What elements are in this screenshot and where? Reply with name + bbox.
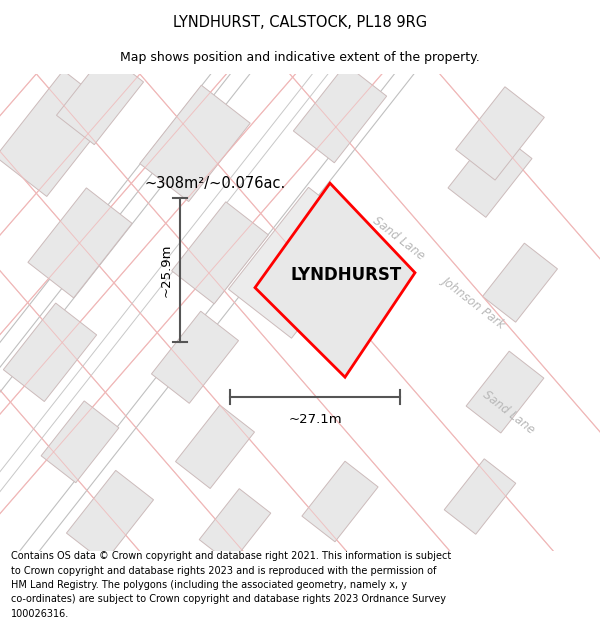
Polygon shape [466,351,544,433]
Polygon shape [302,461,378,542]
Text: LYNDHURST, CALSTOCK, PL18 9RG: LYNDHURST, CALSTOCK, PL18 9RG [173,14,427,29]
Polygon shape [255,183,415,377]
Polygon shape [455,87,544,180]
Text: co-ordinates) are subject to Crown copyright and database rights 2023 Ordnance S: co-ordinates) are subject to Crown copyr… [11,594,446,604]
Text: Contains OS data © Crown copyright and database right 2021. This information is : Contains OS data © Crown copyright and d… [11,551,451,561]
Polygon shape [56,52,143,144]
Polygon shape [482,243,557,322]
Text: to Crown copyright and database rights 2023 and is reproduced with the permissio: to Crown copyright and database rights 2… [11,566,436,576]
Text: ~27.1m: ~27.1m [288,413,342,426]
Text: ~308m²/~0.076ac.: ~308m²/~0.076ac. [145,176,286,191]
Text: LYNDHURST: LYNDHURST [290,266,402,284]
Polygon shape [172,202,268,304]
Text: Map shows position and indicative extent of the property.: Map shows position and indicative extent… [120,51,480,64]
Polygon shape [151,311,239,403]
Polygon shape [444,459,516,534]
Text: Sand Lane: Sand Lane [370,214,427,262]
Text: HM Land Registry. The polygons (including the associated geometry, namely x, y: HM Land Registry. The polygons (includin… [11,580,407,590]
Polygon shape [41,401,119,482]
Polygon shape [67,471,154,562]
Text: 100026316.: 100026316. [11,609,69,619]
Polygon shape [199,489,271,564]
Polygon shape [448,129,532,218]
Polygon shape [0,71,115,196]
Polygon shape [293,64,386,162]
Polygon shape [175,405,254,489]
Text: Sand Lane: Sand Lane [480,388,537,436]
Text: Johnson Park: Johnson Park [440,274,508,331]
Text: ~25.9m: ~25.9m [160,244,173,297]
Polygon shape [229,188,371,338]
Polygon shape [4,303,97,401]
Polygon shape [140,85,250,202]
Polygon shape [28,188,132,298]
